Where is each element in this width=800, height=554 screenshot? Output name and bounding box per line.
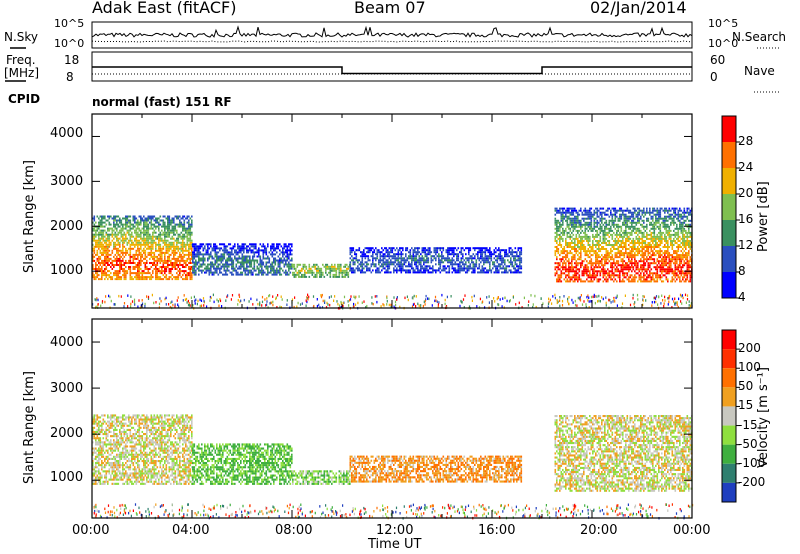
nave-label: Nave — [744, 64, 775, 78]
nave-tick-top: 60 — [710, 53, 726, 67]
velocity-colorbar-tick-label: 200 — [738, 341, 761, 356]
velocity-colorbar-tick-label: 50 — [738, 379, 754, 394]
freq-label-2: [MHz] — [4, 66, 40, 80]
station-title: Adak East (fitACF) — [92, 0, 237, 17]
power-colorbar-tick-label: 24 — [738, 160, 754, 174]
nsearch-trace — [91, 40, 693, 43]
velocity-colorbar-frame — [721, 329, 737, 503]
xtick-3: 12:00 — [376, 523, 414, 538]
velocity-colorbar-tick-label: -50 — [738, 436, 758, 451]
freq-tick-bottom: 8 — [66, 70, 74, 84]
velocity-ylabel: Slant Range [km] — [22, 371, 37, 484]
velocity-colorbar-tick-label: -200 — [738, 474, 766, 489]
power-colorbar-tick-label: 16 — [738, 212, 754, 226]
velocity-colorbar-tick-label: -100 — [738, 455, 766, 470]
velocity-colorbar-segment — [722, 368, 736, 388]
freq-tick-top: 18 — [64, 53, 80, 67]
xtick-6: 00:00 — [673, 523, 711, 538]
power-ylabel: Slant Range [km] — [22, 160, 37, 273]
nave-tick-bottom: 0 — [710, 70, 718, 84]
power-ytick-2000: 2000 — [50, 219, 84, 234]
velocity-colorbar-tick-label: 15 — [738, 398, 754, 413]
power-colorbar-segment — [722, 220, 736, 246]
xtick-5: 20:00 — [580, 523, 618, 538]
freq-label-1: Freq. — [6, 53, 36, 67]
xlabel: Time UT — [368, 537, 422, 552]
velocity-colorbar-label: Velocity [m s⁻¹] — [756, 367, 771, 468]
velocity-colorbar-segment — [722, 463, 736, 483]
power-ytick-3000: 3000 — [50, 174, 84, 189]
velocity-colorbar-segment — [722, 482, 736, 502]
velocity-colorbar-segment — [722, 444, 736, 464]
xtick-2: 08:00 — [275, 523, 313, 538]
power-ytick-4000: 4000 — [50, 126, 84, 141]
power-colorbar-tick-label: 28 — [738, 134, 754, 148]
velocity-heatmap-cells — [92, 414, 694, 520]
cpid-label: CPID — [8, 92, 41, 106]
velocity-colorbar-segment — [722, 387, 736, 407]
noise-tick-right-bottom: 10^0 — [708, 37, 739, 50]
power-colorbar-tick-label: 12 — [738, 238, 754, 252]
velocity-colorbar-segment — [722, 330, 736, 350]
power-colorbar-segment — [722, 168, 736, 194]
velocity-ytick-3000: 3000 — [50, 381, 84, 396]
noise-panel-frame — [91, 21, 693, 49]
power-ytick-1000: 1000 — [50, 263, 84, 278]
cpid-text: normal (fast) 151 RF — [92, 95, 232, 109]
frequency-trace — [92, 66, 692, 75]
nsearch-label: N.Search — [732, 30, 787, 44]
power-heatmap-cells — [92, 207, 693, 310]
xtick-0: 00:00 — [72, 523, 110, 538]
power-colorbar-segment — [722, 272, 736, 298]
velocity-colorbar-tick-label: -15 — [738, 417, 758, 432]
noise-tick-top: 10^5 — [54, 17, 85, 30]
power-colorbar-tick-label: 8 — [738, 264, 746, 278]
power-colorbar-tick-label: 20 — [738, 186, 754, 200]
velocity-ytick-2000: 2000 — [50, 426, 84, 441]
velocity-colorbar-segment — [722, 425, 736, 445]
velocity-colorbar-tick-label: 100 — [738, 360, 761, 375]
power-colorbar-segment — [722, 246, 736, 272]
power-colorbar-segment — [722, 194, 736, 220]
noise-tick-right-top: 10^5 — [708, 17, 739, 30]
power-colorbar-tick-label: 4 — [738, 290, 746, 304]
velocity-ytick-4000: 4000 — [50, 335, 84, 350]
nsky-trace — [91, 25, 693, 38]
velocity-colorbar-segment — [722, 349, 736, 369]
date-title: 02/Jan/2014 — [590, 0, 687, 17]
velocity-ytick-1000: 1000 — [50, 470, 84, 485]
power-colorbar-segment — [722, 142, 736, 168]
xtick-4: 16:00 — [478, 523, 516, 538]
xtick-1: 04:00 — [172, 523, 210, 538]
power-colorbar-segment — [722, 116, 736, 142]
nsky-label: N.Sky — [4, 30, 39, 44]
velocity-colorbar-segment — [722, 406, 736, 426]
noise-tick-bottom: 10^0 — [54, 37, 85, 50]
beam-title: Beam 07 — [354, 0, 426, 17]
power-colorbar-frame — [721, 115, 737, 299]
power-colorbar-label: Power [dB] — [756, 181, 771, 252]
